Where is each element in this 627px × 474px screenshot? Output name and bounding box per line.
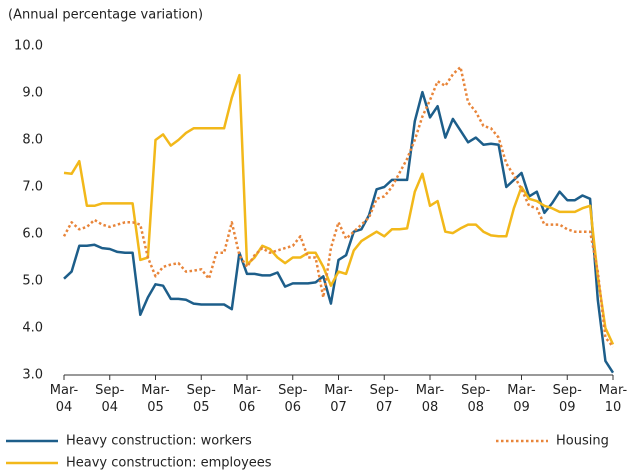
x-tick-label: Mar-10 xyxy=(598,383,627,415)
x-tick-label: Sep-06 xyxy=(278,383,308,415)
x-tick-label: Mar-07 xyxy=(324,383,353,415)
y-tick-label: 6.0 xyxy=(22,227,43,242)
x-tick-label: Mar-08 xyxy=(415,383,445,415)
legend-label: Heavy construction: workers xyxy=(66,434,252,449)
x-tick-label: Mar-05 xyxy=(141,383,170,415)
x-tick-label: Mar-04 xyxy=(49,383,79,415)
legend-label: Housing xyxy=(556,434,609,449)
chart-subtitle: (Annual percentage variation) xyxy=(8,8,203,23)
y-tick-label: 10.0 xyxy=(14,39,43,54)
x-tick-label: Sep-07 xyxy=(369,383,399,415)
x-tick-label: Sep-04 xyxy=(95,383,125,415)
x-tick-label: Sep-08 xyxy=(461,383,491,415)
y-tick-label: 3.0 xyxy=(22,368,43,383)
y-tick-label: 4.0 xyxy=(22,321,43,336)
y-tick-label: 7.0 xyxy=(22,180,43,195)
x-tick-label: Mar-06 xyxy=(232,383,262,415)
x-tick-label: Sep-09 xyxy=(552,383,582,415)
x-tick-label: Mar-09 xyxy=(507,383,536,415)
series-line xyxy=(63,90,615,374)
y-tick-label: 8.0 xyxy=(22,133,43,148)
x-tick-label: Sep-05 xyxy=(186,383,216,415)
y-tick-label: 5.0 xyxy=(22,274,43,289)
series-line xyxy=(62,65,614,348)
y-tick-label: 9.0 xyxy=(22,86,43,101)
legend-label: Heavy construction: employees xyxy=(66,456,272,471)
